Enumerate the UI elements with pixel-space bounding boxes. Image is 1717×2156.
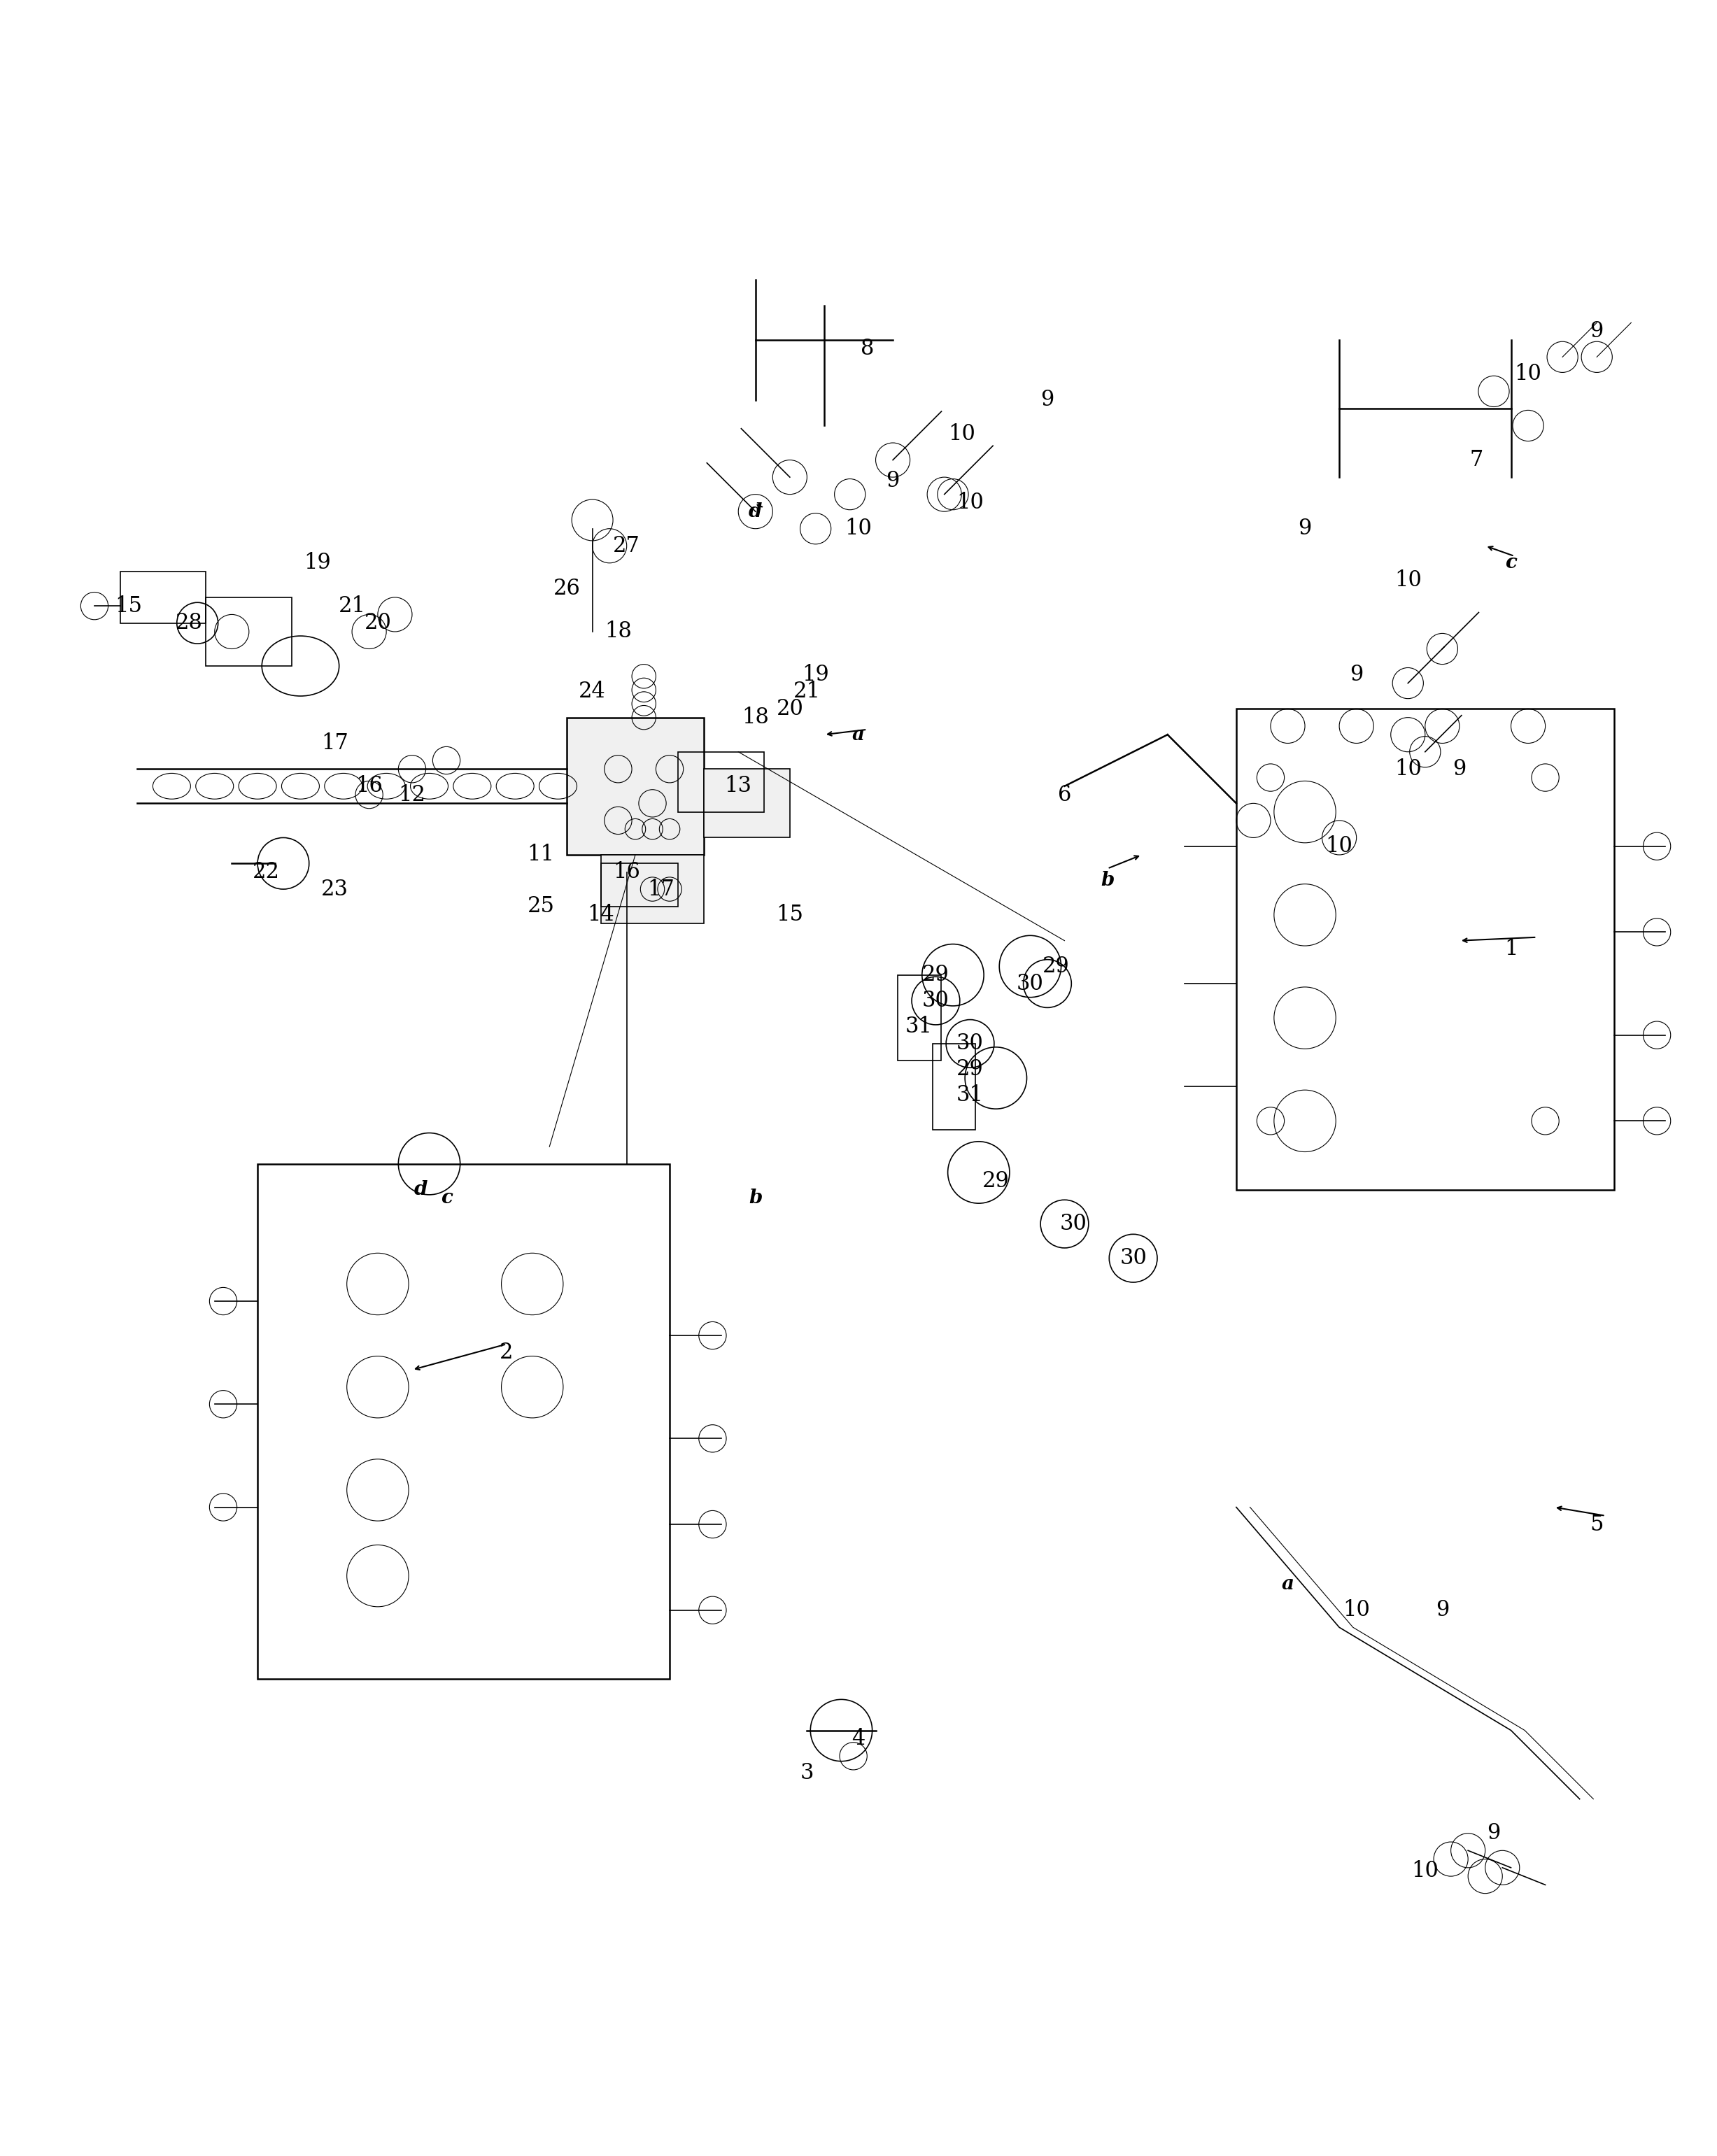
- Text: b: b: [1101, 871, 1114, 890]
- Text: 17: 17: [647, 877, 675, 899]
- Text: 10: 10: [1343, 1600, 1370, 1621]
- Text: 18: 18: [742, 707, 769, 729]
- Text: 19: 19: [304, 552, 331, 573]
- Text: 25: 25: [527, 895, 555, 916]
- Text: 10: 10: [1394, 569, 1422, 591]
- Text: c: c: [441, 1188, 452, 1207]
- Text: 21: 21: [338, 595, 366, 617]
- Text: 16: 16: [355, 776, 383, 798]
- Text: 29: 29: [982, 1171, 1010, 1192]
- Text: 3: 3: [800, 1761, 814, 1785]
- Text: 10: 10: [1326, 834, 1353, 858]
- Text: 12: 12: [398, 785, 426, 806]
- Bar: [704, 770, 790, 839]
- Text: 16: 16: [613, 860, 640, 882]
- Text: 9: 9: [1041, 388, 1054, 412]
- Bar: [120, 571, 206, 623]
- Bar: [601, 862, 678, 906]
- Text: 5: 5: [1590, 1514, 1604, 1535]
- Text: b: b: [749, 1188, 762, 1207]
- Text: 8: 8: [860, 338, 874, 360]
- Text: 9: 9: [886, 470, 900, 492]
- Bar: [932, 1044, 975, 1130]
- Text: 26: 26: [553, 578, 580, 599]
- Text: 10: 10: [948, 423, 975, 444]
- Text: 28: 28: [175, 612, 203, 634]
- Bar: [206, 597, 292, 666]
- Text: 30: 30: [956, 1033, 984, 1054]
- Text: 9: 9: [1298, 517, 1312, 539]
- Bar: [601, 854, 704, 923]
- Text: 31: 31: [956, 1084, 984, 1106]
- Text: 7: 7: [1470, 448, 1483, 470]
- Text: a: a: [1281, 1576, 1295, 1593]
- Text: 1: 1: [1504, 938, 1518, 959]
- Text: 10: 10: [845, 517, 872, 539]
- Text: 14: 14: [587, 903, 615, 925]
- Text: 30: 30: [1016, 972, 1044, 994]
- Text: 9: 9: [1350, 664, 1363, 686]
- Text: 10: 10: [1394, 759, 1422, 780]
- Text: 30: 30: [922, 990, 950, 1011]
- Text: 10: 10: [1514, 364, 1542, 386]
- Text: c: c: [1506, 554, 1516, 573]
- Text: 23: 23: [321, 877, 349, 899]
- Text: 9: 9: [1453, 759, 1466, 780]
- Text: 30: 30: [1059, 1214, 1087, 1235]
- Text: 18: 18: [604, 621, 632, 642]
- Text: 30: 30: [1119, 1248, 1147, 1270]
- Text: 20: 20: [364, 612, 391, 634]
- Text: 15: 15: [776, 903, 804, 925]
- Text: 13: 13: [725, 776, 752, 798]
- Text: 6: 6: [1058, 785, 1071, 806]
- Text: a: a: [852, 724, 865, 744]
- Text: 4: 4: [852, 1729, 865, 1751]
- Text: 19: 19: [802, 664, 829, 686]
- Text: 20: 20: [776, 699, 804, 720]
- Bar: [678, 752, 764, 813]
- Text: 29: 29: [956, 1059, 984, 1080]
- Text: d: d: [749, 502, 762, 522]
- Text: 10: 10: [956, 492, 984, 513]
- Text: 27: 27: [613, 535, 640, 556]
- Bar: [898, 975, 941, 1061]
- Text: 9: 9: [1590, 321, 1604, 343]
- Text: 11: 11: [527, 843, 555, 867]
- Text: 17: 17: [321, 733, 349, 755]
- Text: 21: 21: [793, 681, 821, 703]
- Text: 29: 29: [922, 964, 950, 985]
- Text: 15: 15: [115, 595, 143, 617]
- Text: 9: 9: [1435, 1600, 1449, 1621]
- Text: 10: 10: [1411, 1861, 1439, 1882]
- Text: 24: 24: [579, 681, 606, 703]
- Text: 22: 22: [252, 860, 280, 882]
- Bar: [567, 718, 704, 854]
- Text: 2: 2: [500, 1341, 513, 1363]
- Text: d: d: [414, 1179, 428, 1199]
- Text: 29: 29: [1042, 955, 1070, 977]
- Text: 9: 9: [1487, 1822, 1501, 1843]
- Text: 31: 31: [905, 1015, 932, 1037]
